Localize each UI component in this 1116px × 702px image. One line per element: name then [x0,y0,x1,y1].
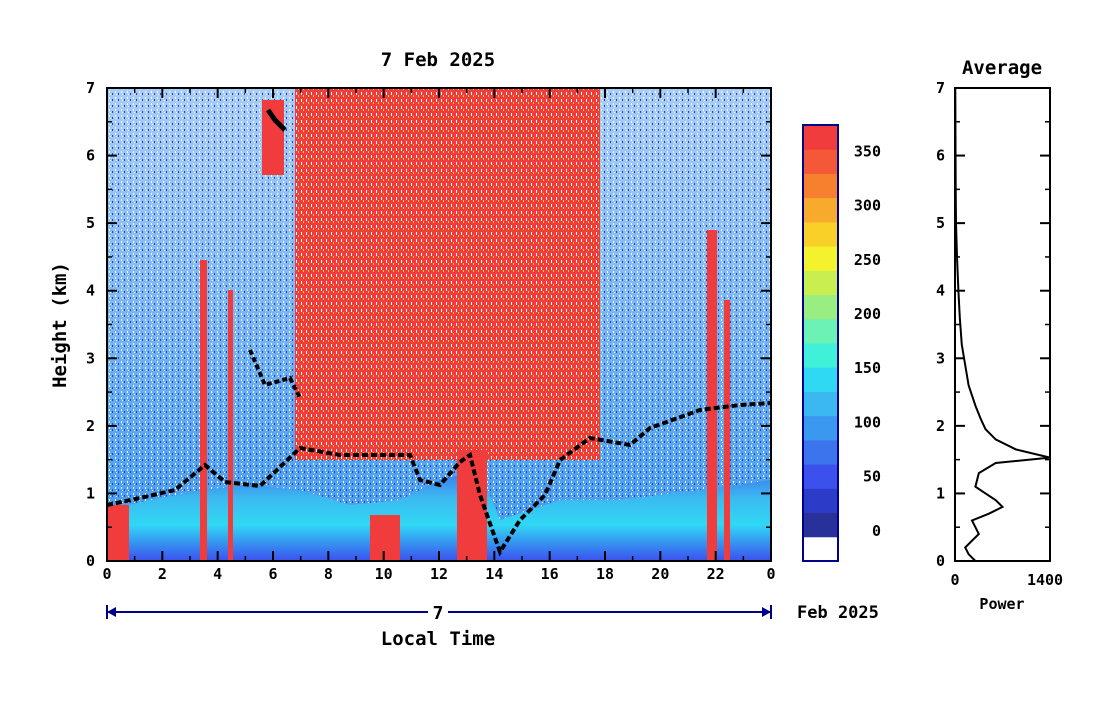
main-y-tick-label-2: 2 [86,417,95,435]
date-axis-day-label: 7 [433,603,444,624]
colorbar-segment-16 [803,149,838,174]
heatmap-boundary-layer [107,470,771,561]
heatmap-cloud-base-trace-2 [248,349,302,399]
colorbar-tick-label-0: 0 [872,522,881,540]
heatmap-red-blob-top [262,100,284,175]
colorbar-tick-label-7: 350 [854,143,881,161]
colorbar-segment-6 [803,391,838,417]
colorbar-tick-label-2: 100 [854,413,881,431]
main-x-tick-label-1: 2 [158,565,167,583]
heatmap-red-plume-1 [200,260,207,561]
main-y-tick-label-5: 5 [86,214,95,232]
main-x-tick-label-10: 20 [651,565,669,583]
colorbar-segment-3 [803,464,838,489]
average-x-axis-label: Power [979,595,1024,613]
main-x-tick-label-12: 0 [766,565,775,583]
average-y-tick-label-5: 5 [936,214,945,232]
colorbar-tick-label-5: 250 [854,251,881,269]
heatmap-red-feature-left [107,505,129,561]
main-x-tick-label-0: 0 [102,565,111,583]
main-x-tick-label-3: 6 [268,565,277,583]
colorbar-tick-label-4: 200 [854,305,881,323]
main-y-tick-label-7: 7 [86,79,95,97]
average-plot-frame [954,87,1051,562]
average-y-tick-label-6: 6 [936,147,945,165]
average-x-axis: 0 1400 [950,553,1063,589]
colorbar-tick-label-1: 50 [863,468,881,486]
main-chart-title: 7 Feb 2025 [381,49,495,71]
colorbar-segment-10 [803,294,838,320]
date-axis-right-arrow [762,607,771,617]
heatmap-cloud-base-trace-top [265,108,287,132]
main-y-axis: 0 1 2 3 4 5 6 7 [86,79,771,570]
heatmap-area [106,88,772,561]
main-y-tick-label-1: 1 [86,484,95,502]
colorbar-segment-1 [803,512,838,538]
date-axis: 7 Feb 2025 [106,600,879,624]
main-x-tick-label-9: 18 [596,565,614,583]
colorbar-segment-17 [803,125,838,150]
colorbar-segment-7 [803,367,838,392]
main-x-tick-label-4: 8 [324,565,333,583]
heatmap-cloud-base-trace [106,401,772,557]
main-x-tick-label-6: 12 [430,565,448,583]
colorbar-segment-0 [803,536,838,562]
average-y-tick-label-3: 3 [936,349,945,367]
colorbar-segment-8 [803,343,838,368]
average-y-tick-label-7: 7 [936,79,945,97]
colorbar-segment-4 [803,439,838,465]
colorbar-segment-5 [803,415,838,441]
main-x-tick-label-8: 16 [541,565,559,583]
colorbar-frame [802,124,839,562]
average-y-tick-label-4: 4 [936,282,945,300]
colorbar-segment-2 [803,488,838,514]
average-y-tick-label-1: 1 [936,484,945,502]
heatmap-red-plume-4 [707,230,717,561]
average-y-axis: 0 1 2 3 4 5 6 7 [936,79,1050,570]
date-axis-label-bg [428,600,448,622]
colorbar-ticks: 0 50 100 150 200 250 300 350 [854,143,881,540]
colorbar-segment-15 [803,173,838,199]
date-axis-left-arrow [107,607,116,617]
colorbar-segment-11 [803,270,838,296]
heatmap-red-plume-5 [724,300,730,561]
main-x-tick-label-7: 14 [485,565,503,583]
colorbar-tick-label-6: 300 [854,197,881,215]
main-y-tick-label-4: 4 [86,282,95,300]
average-panel-title: Average [962,57,1042,79]
main-x-tick-label-5: 10 [375,565,393,583]
main-y-axis-label: Height (km) [49,262,71,388]
colorbar-segment-9 [803,318,838,344]
main-x-tick-label-2: 4 [213,565,222,583]
colorbar-tick-label-3: 150 [854,359,881,377]
colorbar-segment-13 [803,221,838,247]
average-x-tick-label-1: 1400 [1027,571,1063,589]
colorbar-segment-14 [803,197,838,223]
main-y-tick-label-0: 0 [86,552,95,570]
average-x-tick-label-0: 0 [950,571,959,589]
main-y-tick-label-3: 3 [86,349,95,367]
colorbar [802,124,839,562]
main-x-tick-label-11: 22 [707,565,725,583]
main-x-axis-label: Local Time [381,628,495,650]
main-y-tick-label-6: 6 [86,147,95,165]
date-axis-month-label: Feb 2025 [797,603,879,623]
average-y-tick-label-2: 2 [936,417,945,435]
heatmap-cloud-band-speckle [295,88,600,460]
average-y-tick-label-0: 0 [936,552,945,570]
colorbar-segment-12 [803,246,838,271]
heatmap-red-base-mid [370,515,400,561]
main-x-axis: 0 2 4 6 8 10 12 14 16 18 20 22 0 [102,88,776,583]
heatmap-red-plume-2 [228,290,233,561]
average-power-profile-line [954,87,1051,562]
